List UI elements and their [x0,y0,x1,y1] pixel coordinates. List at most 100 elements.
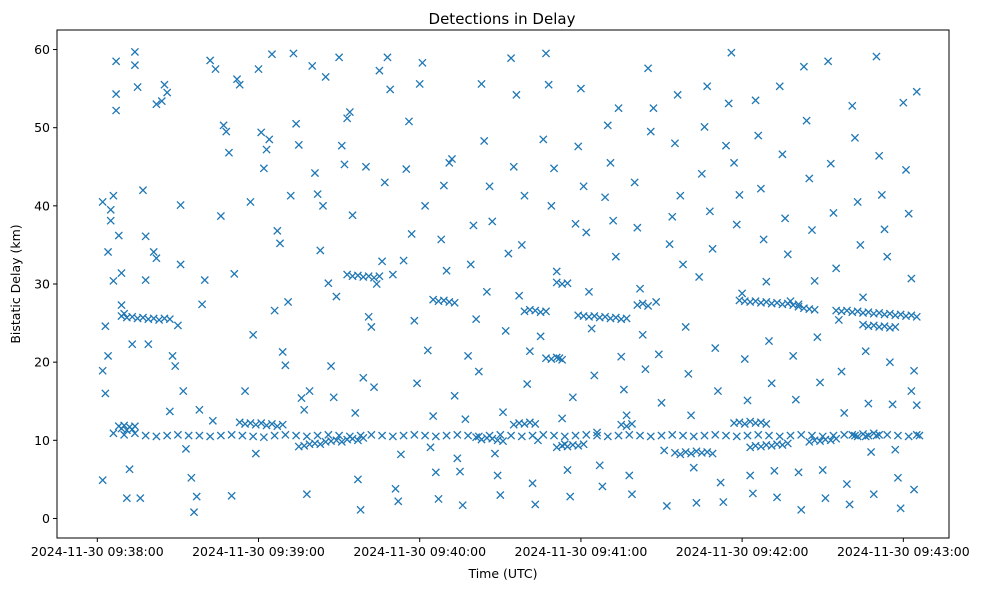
data-point [670,139,680,148]
data-point [687,411,696,420]
data-point [482,287,491,296]
x-tick-label: 2024-11-30 09:39:00 [192,544,325,559]
data-point [721,431,731,440]
data-point [638,299,647,308]
data-point [590,311,599,321]
data-point [512,90,521,99]
data-point [751,297,760,306]
data-point [232,75,242,84]
data-point [912,430,921,439]
data-point [627,419,637,428]
data-point [324,279,333,288]
data-point [278,347,287,357]
data-point [284,297,293,307]
data-point [106,205,115,214]
data-point [711,344,720,353]
data-point [899,98,908,107]
data-point [364,272,373,281]
data-point [391,484,400,493]
data-point [732,220,741,229]
data-point [353,436,362,445]
data-point [845,500,854,509]
data-point [378,431,387,440]
data-point [466,260,475,269]
data-point [885,358,894,367]
data-point [858,320,868,329]
data-point [668,430,677,439]
data-point [138,186,148,195]
data-point [404,117,414,126]
data-point [348,211,357,220]
data-point [114,231,123,240]
data-point [477,435,486,444]
data-point [302,490,311,499]
data-point [485,182,494,191]
data-point [447,154,457,164]
data-point [746,417,755,426]
data-point [799,62,808,71]
data-point [711,430,720,439]
y-tick-label: 20 [34,355,50,370]
data-point [767,441,776,450]
data-point [541,49,551,58]
data-point [732,432,741,441]
data-point [133,82,142,92]
data-point [815,437,825,446]
data-point [286,191,295,200]
data-point [453,430,462,439]
data-point [130,47,139,56]
data-point [348,434,357,443]
data-point [547,354,556,364]
data-point [536,332,545,341]
data-point [789,351,798,360]
data-point [566,492,575,501]
data-point [262,421,271,430]
data-point [560,432,569,441]
data-point [329,393,338,402]
data-point [708,244,717,253]
data-point [453,454,462,463]
data-point [488,434,497,443]
data-point [576,84,585,93]
data-point [262,145,271,154]
data-point [160,80,169,89]
data-point [434,494,443,503]
data-point [184,431,193,440]
data-point [165,315,174,324]
data-point [832,434,841,443]
data-point [410,430,419,439]
data-point [716,478,725,487]
data-point [910,485,919,494]
data-point [251,420,260,429]
data-point [445,158,454,167]
data-point [775,432,784,441]
data-point [735,418,744,427]
x-tick-label: 2024-11-30 09:43:00 [837,544,970,559]
data-point [297,394,306,403]
y-axis-label: Bistatic Delay (km) [8,224,23,343]
data-point [646,432,655,441]
data-point [662,501,671,511]
data-point [109,191,118,200]
data-point [249,330,258,339]
data-point [200,276,209,285]
data-point [869,429,878,438]
data-point [748,489,757,498]
data-point [719,497,728,507]
data-point [762,277,771,286]
data-point [611,252,620,261]
data-point [152,100,161,109]
data-point [681,322,690,332]
data-point [181,444,191,453]
data-point [176,201,185,210]
x-tick-label: 2024-11-30 09:42:00 [676,544,809,559]
data-point [439,181,448,190]
data-point [558,355,567,364]
data-point [592,428,602,437]
data-point [829,208,838,217]
data-point [216,431,225,440]
data-point [904,432,913,441]
data-point [310,168,319,178]
data-point [249,432,258,441]
data-point [676,191,685,200]
